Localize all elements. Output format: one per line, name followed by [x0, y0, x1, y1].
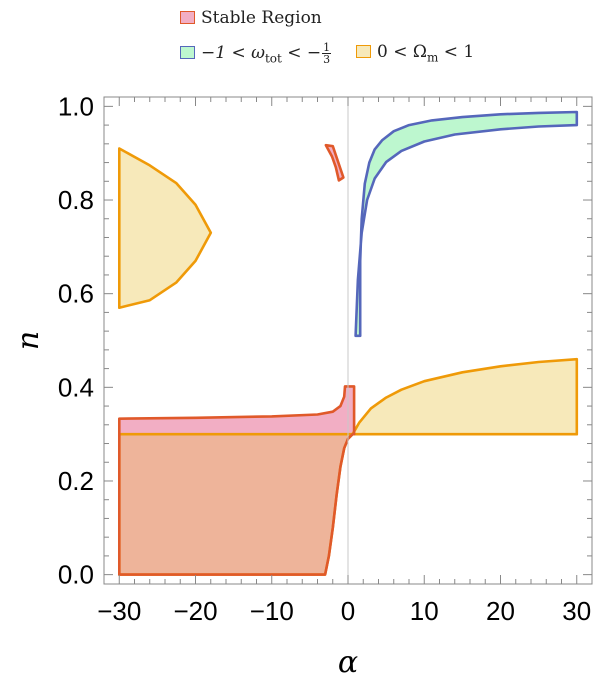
region-fill-1-0	[355, 112, 577, 336]
y-tick-label: 1.0	[58, 91, 94, 121]
legend-stable: Stable Region	[180, 8, 322, 28]
y-tick-label: 0.4	[58, 372, 94, 402]
region-outline-0-1	[324, 143, 345, 182]
region-outline-0-0	[118, 385, 356, 576]
region-overlap	[119, 434, 353, 575]
y-tick-label: 0.6	[58, 279, 94, 309]
y-tick-label: 0.8	[58, 185, 94, 215]
region-outline-2-0	[118, 147, 213, 310]
legend-omega-tot: −1 < ωtot < −1 3	[180, 41, 332, 66]
x-tick-label: −30	[97, 596, 141, 626]
legend-label-omega-tot-prefix: −1 < ω	[201, 43, 265, 63]
fraction-denominator: 3	[323, 53, 331, 66]
legend-swatch-stable	[180, 11, 195, 24]
legend-omega-m: 0 < Ωm < 1	[356, 42, 474, 64]
axis-ticks	[104, 97, 592, 584]
x-tick-label: −20	[173, 596, 217, 626]
x-tick-label: 0	[341, 596, 355, 626]
legend-label-omega-m-prefix: 0 < Ω	[377, 42, 427, 62]
plot-regions	[118, 110, 579, 576]
x-tick-label: −10	[250, 596, 294, 626]
region-fill-2-2	[352, 359, 577, 435]
x-axis-title: α	[338, 645, 358, 680]
x-tick-label: 30	[562, 596, 591, 626]
y-tick-label: 0.2	[58, 466, 94, 496]
legend-swatch-omega-tot	[180, 46, 195, 59]
x-tick-label: 10	[410, 596, 439, 626]
x-tick-labels: −30 −20 −10 0 10 20 30	[97, 596, 591, 626]
x-tick-label: 20	[486, 596, 515, 626]
fraction-numerator: 1	[322, 41, 332, 54]
region-outline-1-0	[354, 110, 579, 338]
y-tick-label: 0.0	[58, 560, 94, 590]
legend-label-omega-m-suffix: < 1	[438, 42, 475, 62]
legend-label-stable: Stable Region	[201, 8, 322, 28]
legend-label-omega-m-sub: m	[426, 50, 439, 65]
region-fill-2-0	[119, 148, 211, 308]
legend-label-omega-tot-mid: < −	[281, 43, 322, 63]
region-outline-2-2	[351, 357, 579, 436]
legend-swatch-omega-m	[356, 45, 371, 58]
legend-label-omega-tot-sub: tot	[264, 51, 282, 66]
y-tick-labels: 0.0 0.2 0.4 0.6 0.8 1.0	[58, 91, 94, 589]
y-axis-title: n	[11, 331, 46, 350]
